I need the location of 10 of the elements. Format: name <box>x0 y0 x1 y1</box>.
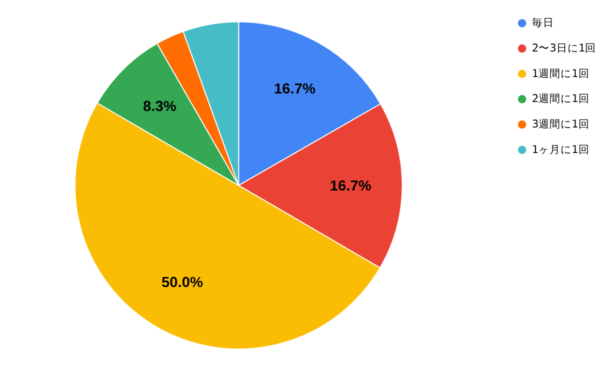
data-label: 8.3% <box>143 98 176 115</box>
data-label: 50.0% <box>162 275 203 292</box>
legend-label: 1週間に1回 <box>532 66 590 80</box>
data-label: 16.7% <box>274 81 316 98</box>
legend-label: 2〜3日に1回 <box>532 41 596 54</box>
legend-label: 3週間に1回 <box>532 117 590 130</box>
data-label: 16.7% <box>330 178 372 195</box>
legend-label: 1ヶ月に1回 <box>532 142 590 156</box>
legend-label: 2週間に1回 <box>532 92 590 106</box>
legend-label: 毎日 <box>532 16 554 30</box>
